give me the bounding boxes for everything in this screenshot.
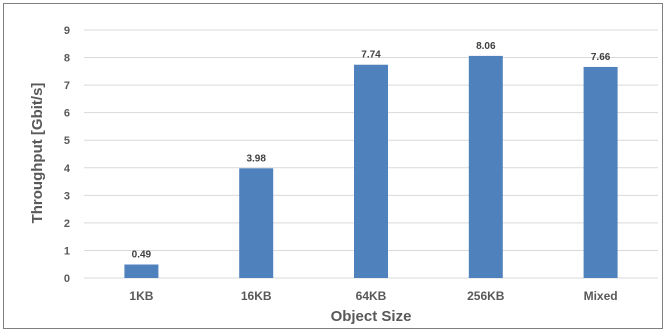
x-tick-label: 1KB — [129, 289, 153, 303]
y-axis-title: Throughput [Gbit/s] — [29, 83, 46, 224]
bar — [239, 168, 274, 278]
bar — [354, 64, 388, 278]
x-tick-label: Mixed — [584, 289, 618, 303]
y-tick-label: 2 — [64, 218, 70, 230]
data-label: 3.98 — [246, 153, 266, 164]
gridlines — [84, 29, 658, 279]
y-tick-label: 7 — [64, 80, 70, 92]
x-tick-labels: 1KB 16KB 64KB 256KB Mixed — [129, 289, 617, 303]
x-tick-label: 256KB — [467, 289, 505, 303]
y-tick-labels: 0 1 2 3 4 5 6 7 8 9 — [64, 25, 71, 285]
data-label: 7.66 — [591, 52, 611, 63]
data-label: 0.49 — [132, 249, 152, 260]
x-tick-label: 64KB — [356, 289, 387, 303]
y-tick-label: 8 — [64, 53, 70, 65]
bars — [124, 55, 618, 279]
y-tick-label: 6 — [64, 108, 70, 120]
y-tick-label: 1 — [64, 245, 70, 257]
bar — [124, 264, 159, 278]
bar — [468, 55, 503, 278]
bar — [583, 66, 618, 279]
y-tick-label: 9 — [64, 25, 70, 37]
data-label: 8.06 — [476, 41, 496, 52]
data-labels: 0.49 3.98 7.74 8.06 7.66 — [132, 41, 611, 261]
y-tick-label: 5 — [64, 135, 70, 147]
x-tick-label: 16KB — [241, 289, 272, 303]
data-label: 7.74 — [361, 50, 381, 61]
y-tick-label: 0 — [64, 273, 70, 285]
y-tick-label: 3 — [64, 190, 70, 202]
y-tick-label: 4 — [64, 163, 71, 175]
x-axis-title: Object Size — [331, 308, 412, 325]
